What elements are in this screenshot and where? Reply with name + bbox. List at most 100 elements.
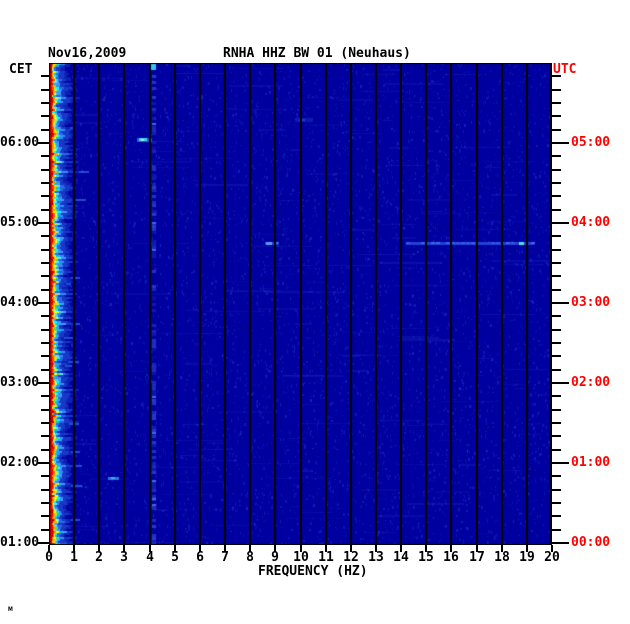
spectrogram-canvas xyxy=(49,63,552,545)
left-axis-tick xyxy=(41,355,49,357)
left-axis-tick xyxy=(41,502,49,504)
right-axis-tick xyxy=(552,435,561,437)
left-hour-label: 02:00 xyxy=(0,455,40,470)
frequency-axis-tick xyxy=(123,545,125,552)
left-axis-tick xyxy=(41,155,49,157)
left-hour-label: 01:00 xyxy=(0,535,40,550)
frequency-axis-title: FREQUENCY (HZ) xyxy=(258,564,368,579)
right-axis-tick xyxy=(552,515,561,517)
left-axis-tick xyxy=(41,209,49,211)
left-axis-zone-label: CET xyxy=(9,62,33,77)
right-axis-tick xyxy=(552,502,561,504)
frequency-tick-label: 3 xyxy=(120,550,128,565)
right-hour-label: 02:00 xyxy=(571,375,611,390)
frequency-tick-label: 2 xyxy=(95,550,103,565)
frequency-axis-tick xyxy=(375,545,377,552)
right-axis-tick xyxy=(552,289,561,291)
left-axis-tick xyxy=(41,422,49,424)
left-axis-tick xyxy=(41,235,49,237)
left-axis-tick xyxy=(38,222,49,224)
right-axis-tick xyxy=(552,115,561,117)
frequency-axis-tick xyxy=(149,545,151,552)
frequency-tick-label: 8 xyxy=(246,550,254,565)
left-axis-tick xyxy=(41,449,49,451)
right-axis-tick xyxy=(552,129,561,131)
left-axis-tick xyxy=(41,289,49,291)
frequency-tick-label: 20 xyxy=(544,550,560,565)
right-axis-tick xyxy=(552,315,561,317)
left-axis-tick xyxy=(41,169,49,171)
left-axis-tick xyxy=(41,489,49,491)
left-axis-tick xyxy=(41,435,49,437)
left-axis-tick xyxy=(41,89,49,91)
left-axis-tick xyxy=(41,249,49,251)
right-axis-tick xyxy=(552,182,561,184)
left-axis-tick xyxy=(41,409,49,411)
frequency-axis-tick xyxy=(501,545,503,552)
right-hour-label: 00:00 xyxy=(571,535,611,550)
left-axis-tick xyxy=(41,102,49,104)
right-axis-tick xyxy=(552,275,561,277)
frequency-axis-tick xyxy=(551,545,553,552)
right-axis-tick xyxy=(552,409,561,411)
right-axis-tick xyxy=(552,529,561,531)
right-axis-tick xyxy=(552,195,561,197)
right-hour-label: 05:00 xyxy=(571,135,611,150)
left-axis-tick xyxy=(41,195,49,197)
right-axis-tick xyxy=(552,329,561,331)
frequency-tick-label: 9 xyxy=(271,550,279,565)
frequency-axis-tick xyxy=(274,545,276,552)
right-axis-tick xyxy=(552,235,561,237)
left-axis-tick xyxy=(41,275,49,277)
left-axis-tick xyxy=(38,382,49,384)
left-axis-tick xyxy=(41,129,49,131)
frequency-tick-label: 11 xyxy=(318,550,334,565)
frequency-axis-tick xyxy=(174,545,176,552)
left-axis-tick xyxy=(38,462,49,464)
right-axis-tick xyxy=(552,489,561,491)
right-axis-tick xyxy=(552,382,569,384)
frequency-axis-tick xyxy=(476,545,478,552)
right-hour-label: 03:00 xyxy=(571,295,611,310)
left-axis-tick xyxy=(41,182,49,184)
right-axis-tick xyxy=(552,222,569,224)
frequency-tick-label: 12 xyxy=(343,550,359,565)
frequency-axis-tick xyxy=(98,545,100,552)
left-axis-tick xyxy=(38,302,49,304)
frequency-axis-tick xyxy=(249,545,251,552)
right-axis-tick xyxy=(552,542,569,544)
frequency-tick-label: 6 xyxy=(196,550,204,565)
right-hour-label: 01:00 xyxy=(571,455,611,470)
frequency-tick-label: 4 xyxy=(146,550,154,565)
left-axis-tick xyxy=(41,369,49,371)
right-axis-tick xyxy=(552,369,561,371)
right-axis-tick xyxy=(552,209,561,211)
left-axis-tick xyxy=(38,142,49,144)
left-hour-label: 04:00 xyxy=(0,295,40,310)
left-axis-tick xyxy=(41,475,49,477)
right-axis-tick xyxy=(552,75,561,77)
right-axis-tick xyxy=(552,422,561,424)
frequency-axis-tick xyxy=(350,545,352,552)
left-hour-label: 03:00 xyxy=(0,375,40,390)
frequency-tick-label: 18 xyxy=(494,550,510,565)
right-axis-tick xyxy=(552,89,561,91)
frequency-tick-label: 10 xyxy=(293,550,309,565)
left-axis-tick xyxy=(41,515,49,517)
left-axis-tick xyxy=(41,75,49,77)
right-axis-tick xyxy=(552,102,561,104)
right-axis-tick xyxy=(552,262,561,264)
frequency-tick-label: 14 xyxy=(393,550,409,565)
left-axis-tick xyxy=(41,262,49,264)
frequency-tick-label: 17 xyxy=(469,550,485,565)
right-axis-tick xyxy=(552,302,569,304)
right-axis-tick xyxy=(552,342,561,344)
left-axis-tick xyxy=(41,395,49,397)
frequency-axis-tick xyxy=(425,545,427,552)
page-title: RNHA HHZ BW 01 (Neuhaus) xyxy=(223,46,411,61)
frequency-axis-tick xyxy=(450,545,452,552)
frequency-tick-label: 0 xyxy=(45,550,53,565)
left-axis-tick xyxy=(38,542,49,544)
right-axis-tick xyxy=(552,155,561,157)
